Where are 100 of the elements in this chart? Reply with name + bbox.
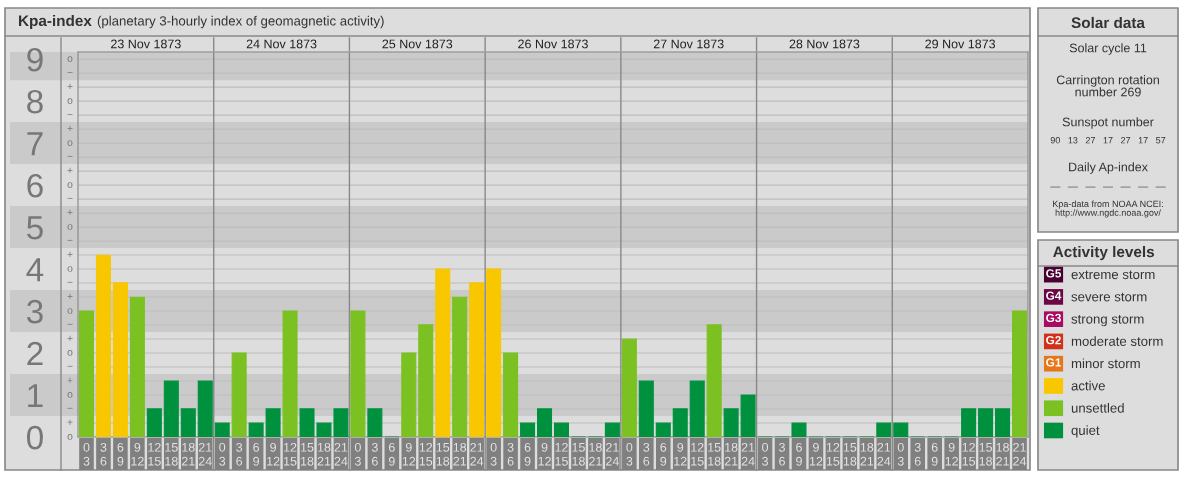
x-tick-label: 3 6 [643, 442, 650, 466]
legend-label: unsettled [1071, 403, 1124, 413]
x-tick-label: 0 3 [897, 442, 904, 466]
legend-label: extreme storm [1071, 270, 1155, 280]
x-tick-label: 9 12 [267, 442, 280, 466]
text: − [67, 113, 73, 115]
x-tick-label: 0 3 [83, 442, 90, 466]
text: G5 [1046, 269, 1062, 278]
y-tick-label: 0 [26, 425, 43, 450]
x-tick-label: 3 6 [779, 442, 785, 466]
x-tick-label: 3 6 [371, 442, 378, 466]
text: o [67, 392, 73, 398]
text: o [67, 140, 73, 146]
x-tick-label: 12 15 [555, 442, 568, 466]
legend-label: moderate storm [1071, 336, 1163, 346]
text: G2 [1046, 336, 1061, 345]
y-tick-label: 4 [26, 258, 44, 282]
x-tick-label: 18 21 [724, 442, 738, 466]
text: o [67, 182, 73, 188]
x-tick-label: 0 3 [354, 442, 361, 466]
text: Kpa-data from NOAA NCEI: http://www.ngdc.noaa.gov/ [1053, 200, 1163, 218]
text: Sunspot number [1062, 117, 1154, 129]
legend-title: Activity levels [1053, 245, 1155, 261]
text: − [67, 365, 73, 367]
x-tick-label: 12 15 [148, 442, 161, 466]
text: + [67, 335, 73, 341]
x-tick-label: 18 21 [996, 442, 1009, 466]
text: Solar data [1071, 16, 1146, 29]
text: + [67, 377, 73, 383]
x-tick-label: 12 15 [962, 442, 976, 466]
text: o [67, 98, 73, 104]
y-tick-label: 8 [27, 89, 43, 114]
text: 26 Nov 1873 [518, 39, 588, 49]
y-tick-label: 1 [28, 384, 43, 408]
x-tick-label: 21 24 [606, 442, 619, 466]
x-tick-label: 18 21 [453, 442, 467, 466]
x-tick-label: 12 15 [419, 442, 433, 466]
x-tick-label: 3 6 [507, 442, 514, 466]
text: 24 Nov 1873 [246, 39, 317, 49]
x-tick-label: 15 18 [165, 443, 178, 466]
text: G4 [1046, 291, 1062, 300]
text: o [67, 224, 73, 230]
y-tick-label: 9 [27, 47, 43, 72]
x-tick-label: 6 9 [660, 442, 667, 466]
x-tick-label: 21 24 [877, 442, 891, 466]
text: − [67, 281, 73, 283]
x-tick-label: 18 21 [181, 442, 195, 466]
x-tick-label: 21 24 [198, 442, 212, 466]
x-tick-label: 9 12 [131, 442, 144, 466]
x-tick-label: 15 18 [708, 443, 721, 466]
chart-title: Kpa-index [19, 14, 92, 30]
text: − [67, 407, 73, 409]
text: 29 Nov 1873 [925, 39, 996, 49]
x-tick-label: 12 15 [691, 442, 704, 466]
text: 25 Nov 1873 [382, 39, 453, 49]
x-tick-label: 9 12 [538, 442, 551, 466]
x-tick-label: 6 9 [388, 442, 395, 466]
x-tick-label: 15 18 [979, 443, 993, 466]
x-tick-label: 9 12 [809, 442, 823, 466]
y-tick-label: 5 [27, 216, 43, 240]
x-tick-label: 15 18 [436, 443, 450, 466]
text: G1 [1046, 358, 1062, 367]
x-tick-label: 0 3 [219, 442, 226, 466]
text: Daily Ap-index [1069, 162, 1148, 174]
x-tick-label: 21 24 [741, 442, 755, 466]
text: + [67, 83, 73, 89]
text: 23 Nov 1873 [111, 39, 181, 49]
text: + [67, 419, 73, 425]
text: − [67, 155, 73, 157]
x-tick-label: 9 12 [674, 442, 687, 466]
x-tick-label: 3 6 [914, 442, 921, 466]
text: o [67, 266, 73, 272]
x-tick-label: 3 6 [100, 442, 107, 466]
x-tick-label: 21 24 [470, 442, 484, 466]
text: o [67, 434, 73, 440]
x-tick-label: 6 9 [253, 442, 260, 466]
x-tick-label: 18 21 [860, 442, 874, 466]
text: + [67, 167, 73, 173]
text: − [67, 71, 73, 73]
text: 90 13 27 17 27 17 57 [1050, 137, 1166, 144]
text: –– –– –– –– –– –– –– [1050, 186, 1166, 188]
x-tick-label: 0 3 [762, 442, 769, 466]
x-tick-label: 6 9 [524, 442, 531, 466]
text: G3 [1046, 313, 1061, 323]
x-tick-label: 21 24 [1013, 442, 1027, 466]
legend-label: quiet [1071, 425, 1100, 438]
legend-label: active [1071, 380, 1105, 391]
text: − [67, 239, 73, 241]
text: + [67, 209, 73, 215]
x-tick-label: 15 18 [572, 443, 585, 466]
y-tick-label: 2 [27, 341, 43, 366]
y-tick-label: 7 [27, 132, 43, 156]
x-tick-label: 6 9 [931, 442, 938, 466]
text: − [67, 197, 73, 199]
x-tick-label: 9 12 [945, 442, 958, 466]
chart-subtitle: (planetary 3-hourly index of geomagnetic activity) [97, 15, 384, 29]
text: 27 Nov 1873 [653, 39, 724, 49]
x-tick-label: 9 12 [402, 442, 416, 466]
text: 28 Nov 1873 [789, 39, 860, 49]
x-tick-label: 15 18 [301, 443, 314, 466]
